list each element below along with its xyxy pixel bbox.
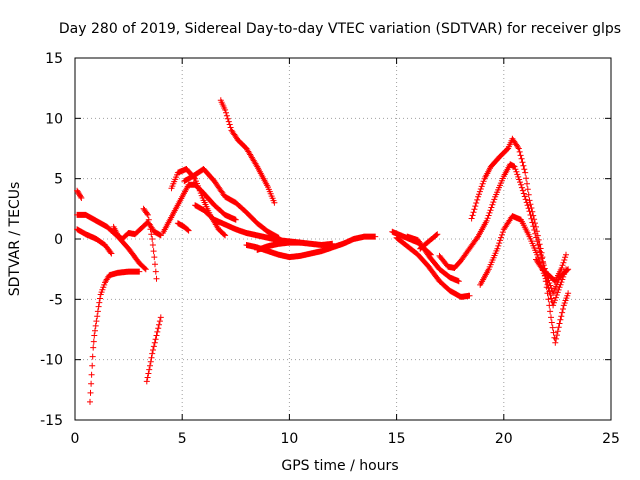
chart-title: Day 280 of 2019, Sidereal Day-to-day VTE… xyxy=(59,21,621,37)
data-series xyxy=(74,97,572,405)
series-arc-22 xyxy=(477,213,569,309)
plus-markers xyxy=(533,251,569,285)
plus-markers xyxy=(143,314,164,385)
series-arc-04 xyxy=(87,268,143,405)
x-axis-label: GPS time / hours xyxy=(281,458,398,474)
series-arc-07 xyxy=(143,314,164,385)
series-arc-06 xyxy=(140,205,160,282)
plus-markers xyxy=(436,161,572,297)
y-tick-label: -15 xyxy=(40,413,63,429)
x-tick-label: 5 xyxy=(178,431,187,447)
series-arc-10 xyxy=(181,166,282,241)
x-tick-label: 15 xyxy=(388,431,406,447)
series-arc-13 xyxy=(217,97,278,206)
series-arc-01 xyxy=(74,187,85,201)
x-tick-label: 25 xyxy=(602,431,620,447)
plus-markers xyxy=(417,231,441,252)
plus-markers xyxy=(140,205,160,282)
x-tick-label: 10 xyxy=(280,431,298,447)
plus-markers xyxy=(74,187,85,201)
plus-markers xyxy=(174,220,192,234)
x-tick-label: 20 xyxy=(495,431,513,447)
y-tick-label: -10 xyxy=(40,353,63,369)
plus-markers xyxy=(87,268,143,405)
series-arc-23 xyxy=(533,251,569,285)
series-arc-19 xyxy=(417,231,441,252)
plus-markers xyxy=(477,213,569,309)
plus-markers xyxy=(110,219,164,242)
series-arc-05 xyxy=(110,219,164,242)
series-arc-17 xyxy=(393,234,473,300)
series-arc-18 xyxy=(404,233,462,285)
y-tick-label: -5 xyxy=(49,292,63,308)
plus-markers xyxy=(254,239,336,253)
plus-markers xyxy=(181,166,282,241)
series-arc-20 xyxy=(436,161,572,297)
plus-markers xyxy=(468,135,572,346)
plus-markers xyxy=(393,234,473,300)
series-arc-15 xyxy=(254,239,336,253)
series-arc-12 xyxy=(174,220,192,234)
y-tick-label: 0 xyxy=(54,232,63,248)
plus-markers xyxy=(404,233,462,285)
plus-markers xyxy=(74,226,115,257)
series-arc-03 xyxy=(74,226,115,257)
axis-ticks: 0 5 10 15 20 25 -15 -10 -5 0 5 10 15 xyxy=(40,51,620,447)
y-axis-label: SDTVAR / TECUs xyxy=(7,182,23,297)
y-tick-label: 5 xyxy=(54,172,63,188)
plus-markers xyxy=(217,97,278,206)
series-arc-21 xyxy=(468,135,572,346)
y-tick-label: 15 xyxy=(45,51,63,67)
x-tick-label: 0 xyxy=(71,431,80,447)
y-tick-label: 10 xyxy=(45,111,63,127)
